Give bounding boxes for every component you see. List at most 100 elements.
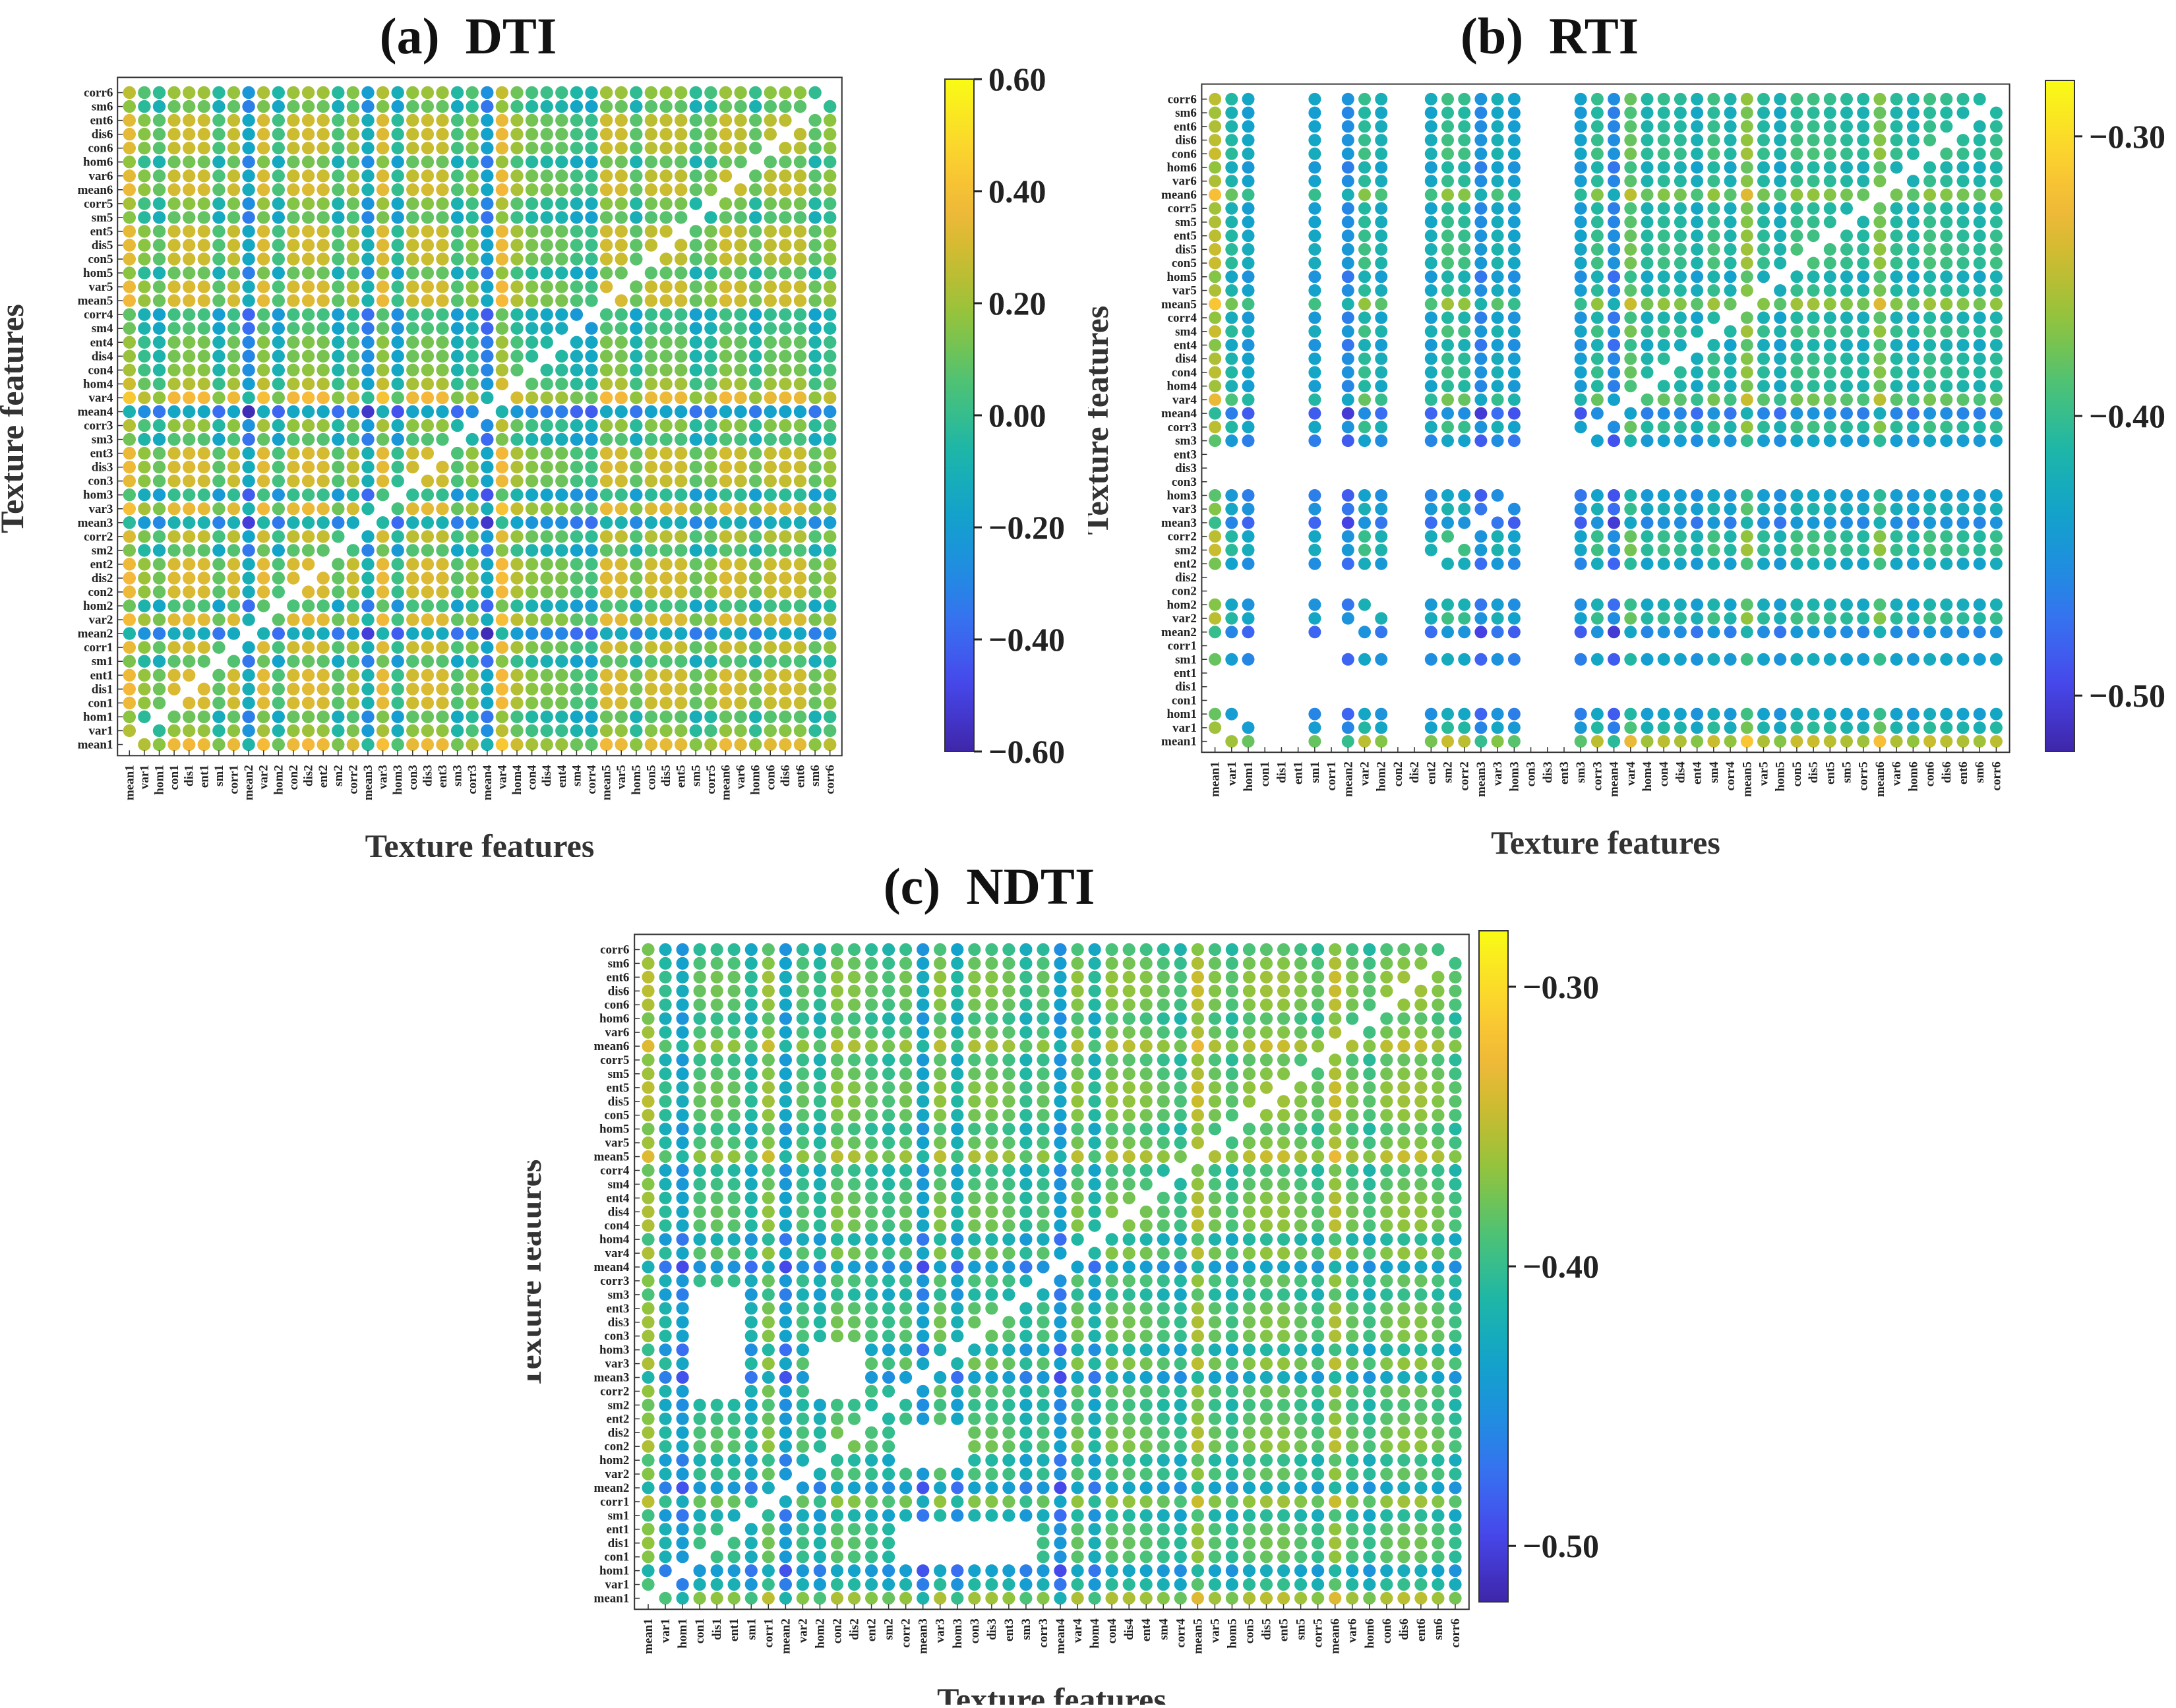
heatmap-cell [167,530,180,543]
heatmap-cell [1591,120,1604,133]
heatmap-cell [1790,503,1803,515]
heatmap-cell [198,627,210,639]
heatmap-cell [1002,1592,1015,1605]
heatmap-cell [1873,394,1886,406]
heatmap-cell [719,585,732,598]
heatmap-cell [138,86,150,99]
heatmap-cell [794,627,806,639]
heatmap-cell [749,669,762,682]
heatmap-cell [1641,503,1654,515]
heatmap-cell [1225,599,1238,611]
heatmap-cell [764,197,777,210]
heatmap-cell [212,322,225,335]
heatmap-cell [436,530,448,543]
heatmap-cell [198,461,210,473]
heatmap-cell [436,697,448,709]
heatmap-cell [690,711,702,723]
heatmap-cell [123,322,136,335]
heatmap-cell [1441,394,1454,406]
heatmap-cell [1674,325,1687,338]
heatmap-cell [1974,380,1986,392]
heatmap-cell [704,392,717,404]
heatmap-cell [570,475,583,487]
heatmap-cell [1990,434,2003,447]
heatmap-cell [711,1550,723,1563]
heatmap-cell [1342,216,1354,228]
heatmap-cell [1342,298,1354,310]
heatmap-chart: mean1var1hom1con1dis1ent1sm1corr1mean2va… [0,0,1088,857]
heatmap-cell [1940,120,1952,133]
heatmap-cell [287,669,299,682]
heatmap-cell [153,378,166,390]
heatmap-cell [1974,270,1986,283]
heatmap-cell [1757,612,1770,625]
heatmap-cell [1414,1537,1427,1549]
heatmap-cell [1358,162,1371,174]
heatmap-cell [317,697,330,709]
heatmap-cell [436,350,448,363]
heatmap-cell [704,128,717,140]
heatmap-cell [1707,202,1720,215]
heatmap-cell [361,530,374,543]
heatmap-cell [1242,434,1255,447]
heatmap-cell [466,585,479,598]
y-tick-label: dis4 [92,349,113,363]
heatmap-cell [600,516,613,529]
heatmap-cell [167,544,180,556]
heatmap-cell [406,183,419,196]
heatmap-cell [794,405,806,418]
heatmap-cell [734,641,746,654]
heatmap-cell [1449,1523,1461,1535]
x-tick-label: sm2 [1441,761,1455,783]
heatmap-cell [257,641,270,654]
heatmap-cell [630,309,642,321]
heatmap-cell [659,1481,672,1494]
heatmap-cell [526,225,538,237]
heatmap-cell [1342,162,1354,174]
heatmap-cell [1707,162,1720,174]
heatmap-cell [779,364,791,376]
heatmap-cell [332,309,344,321]
heatmap-cell [779,419,791,432]
heatmap-cell [272,252,285,265]
heatmap-cell [762,1592,775,1605]
heatmap-cell [779,169,791,182]
heatmap-cell [302,114,315,127]
heatmap-cell [1441,257,1454,270]
heatmap-cell [734,392,746,404]
heatmap-cell [1608,284,1620,297]
heatmap-cell [377,364,389,376]
colorbar-tick-label: −0.60 [988,733,1065,770]
heatmap-cell [824,239,836,251]
heatmap-cell [1940,366,1952,378]
heatmap-cell [377,378,389,390]
heatmap-cell [659,1468,672,1481]
heatmap-cell [1724,530,1737,543]
heatmap-cell [1019,1440,1032,1453]
heatmap-cell [808,197,821,210]
heatmap-cell [1458,366,1470,378]
heatmap-cell [764,544,777,556]
heatmap-cell [526,502,538,515]
heatmap-cell [1707,312,1720,324]
heatmap-cell [585,211,597,223]
heatmap-cell [198,599,210,612]
heatmap-cell [287,738,299,751]
heatmap-cell [749,405,762,418]
heatmap-cell [719,724,732,737]
heatmap-cell [377,114,389,127]
heatmap-cell [421,724,434,737]
heatmap-cell [1441,626,1454,638]
heatmap-cell [510,322,523,335]
heatmap-cell [287,433,299,446]
heatmap-cell [1907,175,1919,187]
x-tick-label: con5 [644,765,658,790]
x-tick-label: var2 [1358,761,1372,786]
heatmap-cell [198,738,210,751]
heatmap-cell [645,169,657,182]
heatmap-cell [1375,407,1387,420]
heatmap-cell [1358,284,1371,297]
heatmap-cell [1054,1564,1066,1577]
heatmap-cell [764,280,777,293]
heatmap-cell [361,128,374,140]
